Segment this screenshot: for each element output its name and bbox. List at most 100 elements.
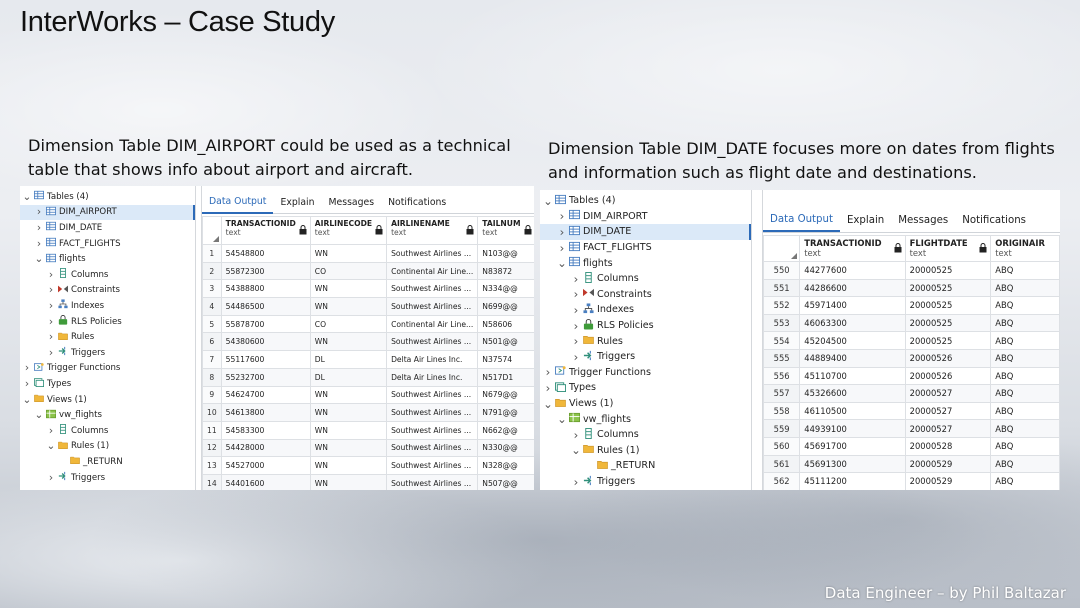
- table-row[interactable]: 4 54486500 WN Southwest Airlines ... N699@@: [202, 297, 534, 316]
- table-cell[interactable]: 54613800: [220, 403, 311, 422]
- table-cell[interactable]: 46110500: [799, 401, 906, 421]
- row-number[interactable]: 550: [763, 261, 801, 280]
- tree-item-constraints[interactable]: › Constraints: [540, 287, 751, 303]
- table-row[interactable]: 7 55117600 DL Delta Air Lines Inc. N37574: [202, 350, 534, 369]
- chevron-right-icon[interactable]: ›: [573, 302, 579, 317]
- table-row[interactable]: 562 45111200 20000529 ABQ: [763, 472, 1060, 490]
- table-cell[interactable]: 54548800: [220, 244, 311, 263]
- chevron-right-icon[interactable]: ›: [559, 209, 565, 224]
- table-cell[interactable]: N507@@: [477, 473, 534, 490]
- table-cell[interactable]: 45326600: [799, 384, 906, 403]
- row-number[interactable]: 13: [202, 456, 222, 475]
- chevron-right-icon[interactable]: ›: [48, 471, 54, 484]
- table-cell[interactable]: WN: [309, 244, 388, 263]
- table-row[interactable]: 550 44277600 20000525 ABQ: [763, 261, 1060, 280]
- table-cell[interactable]: DL: [309, 367, 388, 387]
- table-cell[interactable]: 20000525: [904, 331, 992, 350]
- tab-notifications[interactable]: Notifications: [962, 215, 1026, 226]
- tree-item-types[interactable]: › Types: [20, 376, 195, 392]
- tree-item-columns[interactable]: › Columns: [20, 267, 195, 283]
- table-row[interactable]: 559 44939100 20000527 ABQ: [763, 419, 1060, 438]
- column-header-originair[interactable]: ORIGINAIR text: [990, 235, 1060, 262]
- table-cell[interactable]: 54527000: [220, 456, 311, 475]
- tree-item-views-1[interactable]: ⌄ Views (1): [20, 392, 195, 408]
- table-row[interactable]: 560 45691700 20000528 ABQ: [763, 436, 1060, 456]
- chevron-right-icon[interactable]: ›: [559, 240, 565, 255]
- table-cell[interactable]: N37574: [477, 350, 534, 369]
- table-cell[interactable]: 54401600: [220, 473, 311, 490]
- row-number[interactable]: 11: [202, 420, 222, 440]
- table-row[interactable]: 553 46063300 20000525 ABQ: [763, 313, 1060, 333]
- tab-data-output[interactable]: Data Output: [202, 192, 274, 214]
- tree-item-tables-4[interactable]: ⌄ Tables (4): [20, 189, 195, 205]
- table-row[interactable]: 561 45691300 20000529 ABQ: [763, 454, 1060, 474]
- tab-explain[interactable]: Explain: [280, 196, 315, 208]
- tree-item-trigger-functions[interactable]: › Trigger Functions: [540, 365, 751, 381]
- tab-data-output[interactable]: Data Output: [763, 210, 840, 232]
- table-cell[interactable]: ABQ: [990, 278, 1060, 298]
- chevron-right-icon[interactable]: ›: [573, 318, 579, 333]
- table-cell[interactable]: Southwest Airlines ...: [386, 332, 479, 352]
- table-cell[interactable]: ABQ: [990, 472, 1060, 490]
- table-cell[interactable]: WN: [309, 420, 388, 440]
- table-cell[interactable]: DL: [309, 350, 388, 369]
- row-number[interactable]: 4: [202, 297, 222, 316]
- row-number[interactable]: 562: [763, 472, 801, 490]
- tree-item-return[interactable]: _RETURN: [20, 454, 195, 470]
- table-cell[interactable]: 20000528: [904, 436, 992, 456]
- tree-item-trigger-functions[interactable]: › Trigger Functions: [20, 361, 195, 377]
- table-row[interactable]: 558 46110500 20000527 ABQ: [763, 401, 1060, 421]
- chevron-down-icon[interactable]: ⌄: [34, 253, 44, 266]
- table-cell[interactable]: Southwest Airlines ...: [386, 244, 479, 263]
- tree-item-flights[interactable]: ⌄ flights: [20, 251, 195, 267]
- table-row[interactable]: 2 55872300 CO Continental Air Line... N83872: [202, 261, 534, 281]
- tree-item-columns[interactable]: › Columns: [20, 423, 195, 439]
- table-cell[interactable]: N679@@: [477, 385, 534, 405]
- table-cell[interactable]: ABQ: [990, 454, 1060, 474]
- chevron-right-icon[interactable]: ›: [573, 271, 579, 286]
- table-cell[interactable]: WN: [309, 403, 388, 422]
- table-cell[interactable]: Southwest Airlines ...: [386, 279, 479, 299]
- table-cell[interactable]: 45691300: [799, 454, 906, 474]
- chevron-down-icon[interactable]: ⌄: [22, 190, 32, 203]
- table-cell[interactable]: WN: [309, 385, 388, 405]
- row-number[interactable]: 8: [202, 367, 222, 387]
- table-cell[interactable]: 55878700: [220, 314, 311, 334]
- table-cell[interactable]: Southwest Airlines ...: [386, 403, 479, 422]
- table-cell[interactable]: CO: [309, 261, 388, 281]
- table-cell[interactable]: 20000527: [904, 419, 992, 438]
- row-number[interactable]: 9: [202, 385, 222, 405]
- row-number[interactable]: 2: [202, 261, 222, 281]
- table-cell[interactable]: WN: [309, 279, 388, 299]
- table-cell[interactable]: ABQ: [990, 436, 1060, 456]
- table-cell[interactable]: Delta Air Lines Inc.: [386, 367, 479, 387]
- row-number[interactable]: 554: [763, 331, 801, 350]
- table-cell[interactable]: 44277600: [799, 261, 906, 280]
- tree-item-fact-flights[interactable]: › FACT_FLIGHTS: [20, 236, 195, 252]
- tab-notifications[interactable]: Notifications: [388, 196, 447, 208]
- table-cell[interactable]: 54388800: [220, 279, 311, 299]
- tree-item-columns[interactable]: › Columns: [540, 271, 751, 287]
- tree-item-vw-flights[interactable]: ⌄ vw_flights: [20, 407, 195, 423]
- tree-item-indexes[interactable]: › Indexes: [540, 302, 751, 318]
- chevron-right-icon[interactable]: ›: [36, 221, 42, 234]
- tab-messages[interactable]: Messages: [898, 215, 949, 226]
- table-cell[interactable]: ABQ: [990, 401, 1060, 421]
- table-cell[interactable]: ABQ: [990, 348, 1060, 368]
- table-row[interactable]: 3 54388800 WN Southwest Airlines ... N334@@: [202, 279, 534, 299]
- column-header-flightdate[interactable]: FLIGHTDATE text: [904, 235, 992, 262]
- chevron-right-icon[interactable]: ›: [573, 349, 579, 364]
- chevron-down-icon[interactable]: ⌄: [34, 409, 44, 422]
- chevron-right-icon[interactable]: ›: [573, 474, 579, 489]
- row-number[interactable]: 551: [763, 278, 801, 298]
- table-row[interactable]: 5 55878700 CO Continental Air Line... N58606: [202, 314, 534, 334]
- table-cell[interactable]: 55872300: [220, 261, 311, 281]
- tree-item-rules-1[interactable]: ⌄ Rules (1): [20, 439, 195, 455]
- table-cell[interactable]: 54380600: [220, 332, 311, 352]
- table-cell[interactable]: Southwest Airlines ...: [386, 420, 479, 440]
- row-number[interactable]: 10: [202, 403, 222, 422]
- table-cell[interactable]: ABQ: [990, 419, 1060, 438]
- tree-item-dim-airport[interactable]: › DIM_AIRPORT: [540, 209, 751, 225]
- row-number[interactable]: 559: [763, 419, 801, 438]
- table-cell[interactable]: ABQ: [990, 313, 1060, 333]
